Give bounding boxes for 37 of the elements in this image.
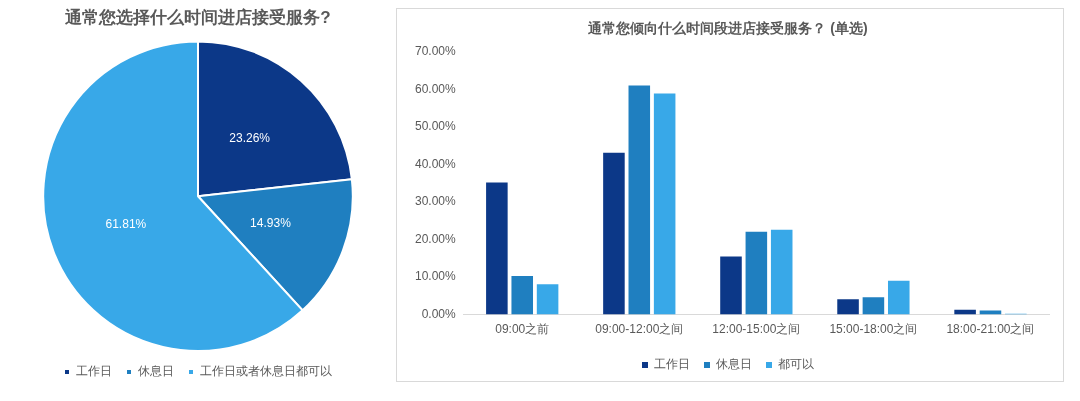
x-tick-label: 18:00-21:00之间: [946, 322, 1035, 337]
y-tick-label: 20.00%: [415, 231, 457, 246]
bar: [720, 256, 742, 315]
bar: [486, 182, 508, 315]
bar: [862, 297, 885, 315]
y-tick-label: 50.00%: [415, 119, 457, 134]
bar: [979, 310, 1002, 315]
legend-label: 休息日: [138, 364, 174, 379]
legend-label: 工作日: [76, 364, 112, 379]
y-tick-label: 40.00%: [415, 156, 457, 171]
legend-label: 休息日: [716, 357, 752, 372]
x-tick-label: 09:00之前: [495, 322, 550, 337]
y-tick-label: 10.00%: [415, 269, 457, 284]
bar: [745, 231, 768, 315]
bar: [536, 284, 559, 315]
y-tick-label: 0.00%: [421, 306, 457, 321]
legend-label: 都可以: [778, 357, 814, 372]
x-tick-label: 15:00-18:00之间: [829, 322, 918, 337]
bar: [770, 229, 793, 315]
chart-title: 通常您倾向什么时间段进店接受服务？ (单选): [587, 20, 868, 37]
y-tick-label: 60.00%: [415, 81, 457, 96]
y-tick-label: 70.00%: [415, 44, 457, 59]
bar: [511, 275, 534, 315]
bar: [887, 280, 910, 315]
legend-label: 工作日: [654, 357, 690, 372]
data-label: 14.93%: [250, 215, 292, 230]
bar: [603, 152, 625, 315]
bar: [628, 85, 651, 315]
legend-label: 工作日或者休息日都可以: [200, 364, 332, 379]
y-tick-label: 30.00%: [415, 194, 457, 209]
x-tick-label: 12:00-15:00之间: [712, 322, 801, 337]
data-label: 23.26%: [229, 130, 271, 145]
chart-title: 通常您选择什么时间进店接受服务?: [64, 7, 331, 27]
x-tick-label: 09:00-12:00之间: [595, 322, 684, 337]
data-label: 61.81%: [105, 216, 147, 231]
bar: [837, 299, 859, 315]
bar: [653, 93, 676, 315]
